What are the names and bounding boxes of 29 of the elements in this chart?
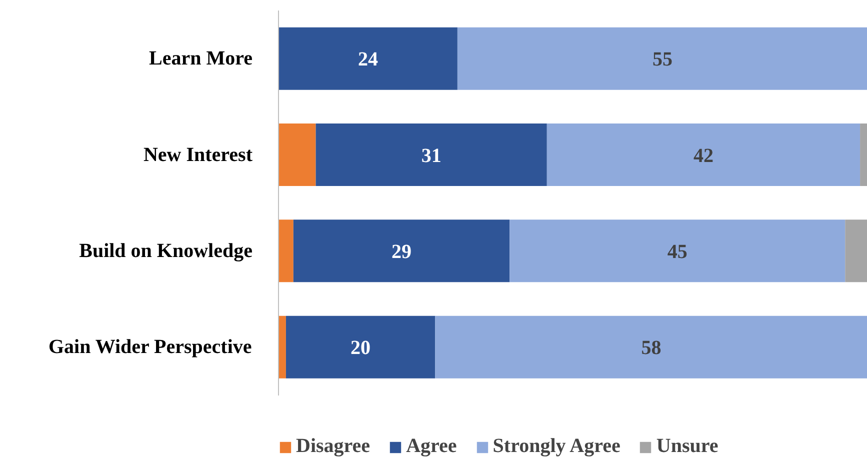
bar: [278, 220, 294, 282]
bar: [278, 124, 316, 186]
data-label: 29: [392, 240, 412, 263]
y-tick-label: Build on Knowledge: [79, 240, 253, 262]
legend-label: Unsure: [656, 435, 718, 458]
legend-label: Disagree: [296, 435, 370, 458]
data-label: 45: [667, 240, 688, 263]
bar: [435, 316, 867, 378]
data-label: 42: [693, 144, 714, 167]
bar: [278, 316, 286, 378]
data-label: 55: [652, 48, 672, 71]
bar: [278, 27, 458, 90]
bar: [845, 220, 867, 282]
y-tick-label: Learn More: [149, 48, 253, 70]
data-label: 20: [350, 337, 371, 360]
y-tick-label: New Interest: [143, 144, 253, 166]
bar: [860, 124, 867, 186]
bar: [286, 316, 436, 378]
bar: [293, 220, 510, 282]
legend-label: Agree: [406, 435, 457, 458]
data-label: 31: [421, 144, 442, 167]
bar: [457, 27, 867, 90]
bar: [316, 124, 547, 186]
bar: [546, 124, 860, 186]
legend-label: Strongly Agree: [492, 435, 620, 458]
bar: [510, 220, 846, 282]
y-tick-label: Gain Wider Perspective: [48, 336, 252, 358]
data-label: 58: [641, 337, 662, 360]
data-label: 24: [358, 48, 378, 71]
